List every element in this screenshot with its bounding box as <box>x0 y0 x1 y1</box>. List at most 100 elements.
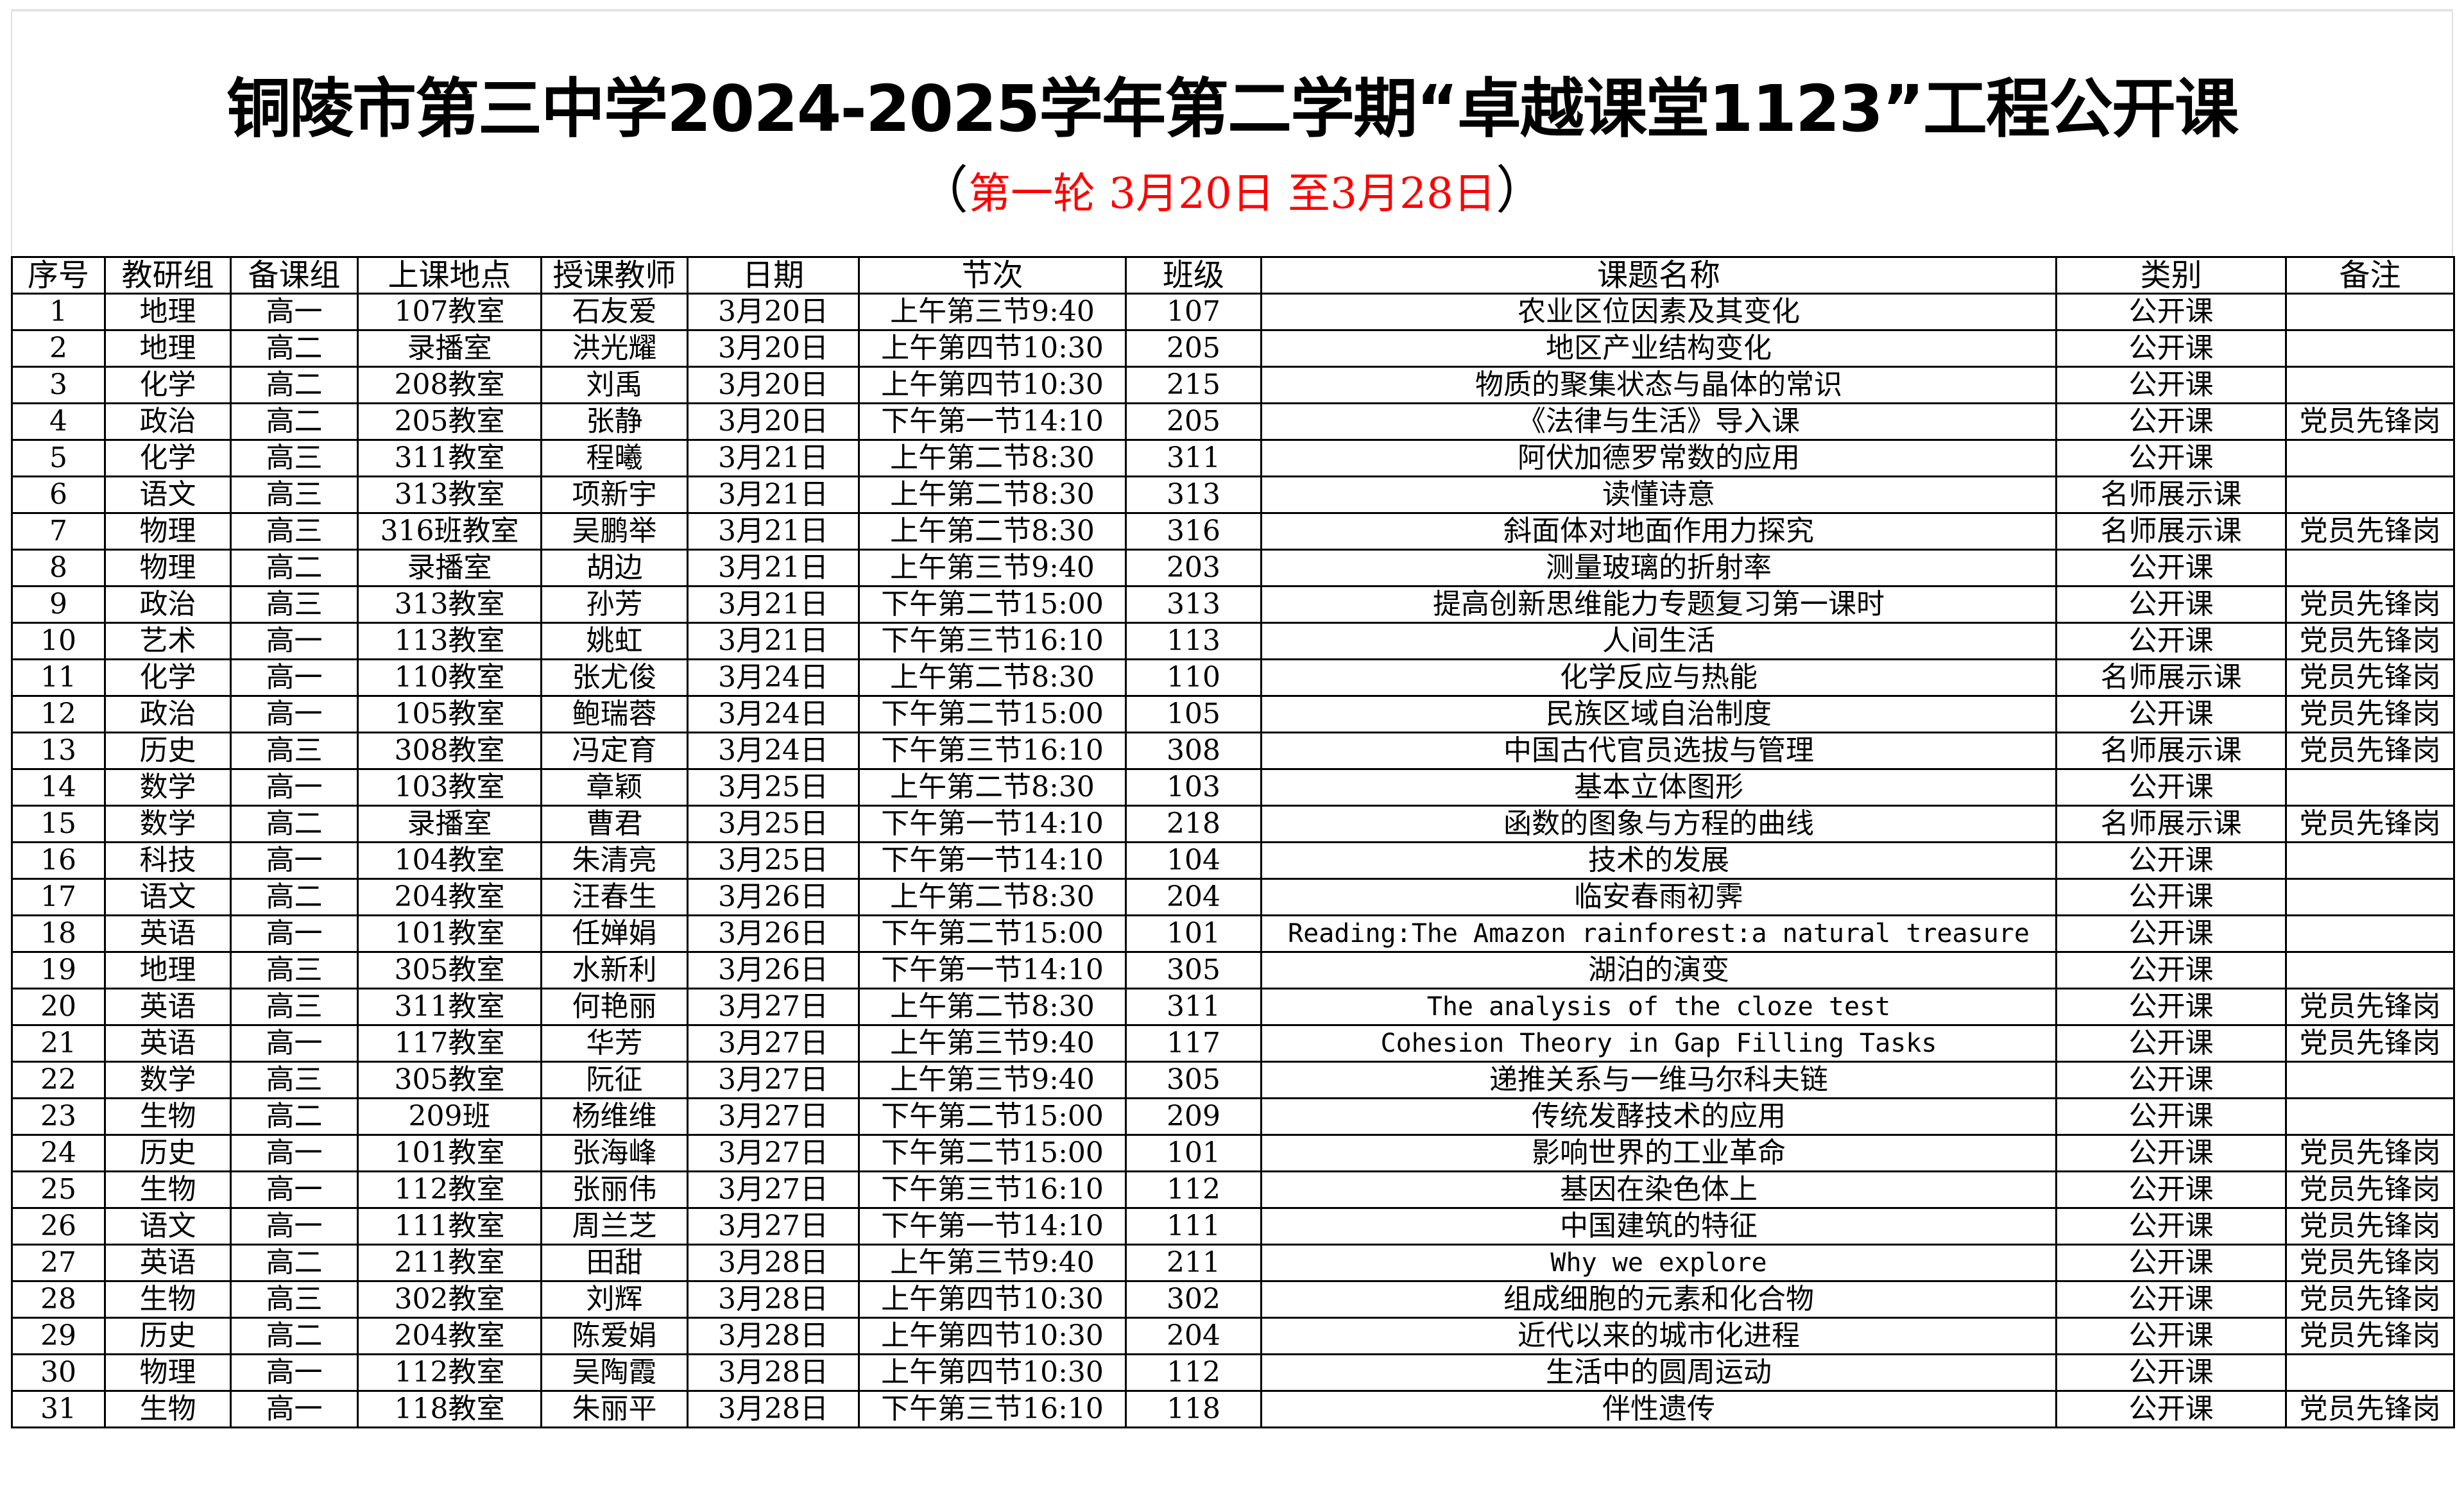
cell-period: 下午第二节15:00 <box>858 914 1127 953</box>
cell-department: 生物 <box>104 1280 232 1319</box>
cell-topic: 组成细胞的元素和化合物 <box>1260 1280 2057 1319</box>
cell-period: 上午第三节9:40 <box>858 1061 1127 1099</box>
cell-remark: 党员先锋岗 <box>2285 695 2455 733</box>
cell-location: 107教室 <box>357 293 542 331</box>
cell-index: 9 <box>11 585 106 624</box>
cell-topic: 中国建筑的特征 <box>1260 1207 2057 1246</box>
cell-location: 101教室 <box>357 914 542 953</box>
cell-grade-group: 高三 <box>230 951 359 989</box>
cell-index: 10 <box>11 622 106 660</box>
table-row: 30 物理 高一 112教室 吴陶霞 3月28日 上午第四节10:30 112 生活中的圆周运动… <box>11 1353 2455 1392</box>
cell-class: 107 <box>1125 293 1262 331</box>
cell-department: 英语 <box>104 988 232 1026</box>
cell-grade-group: 高三 <box>230 1280 359 1319</box>
cell-class: 308 <box>1125 732 1262 770</box>
cell-topic: 农业区位因素及其变化 <box>1260 293 2057 331</box>
cell-index: 12 <box>11 695 106 733</box>
cell-period: 上午第三节9:40 <box>858 1024 1127 1063</box>
cell-index: 5 <box>11 439 106 477</box>
cell-teacher: 吴鹏举 <box>540 512 689 551</box>
table-header-row: 序号 教研组 备课组 上课地点 授课教师 日期 节次 班级 课题名称 类别 备注 <box>11 256 2455 295</box>
cell-department: 地理 <box>104 951 232 989</box>
cell-topic: 传统发酵技术的应用 <box>1260 1097 2057 1136</box>
cell-category: 公开课 <box>2055 988 2287 1026</box>
cell-topic: 湖泊的演变 <box>1260 951 2057 989</box>
cell-remark <box>2285 1353 2455 1392</box>
cell-date: 3月21日 <box>687 549 860 587</box>
table-row: 14 数学 高一 103教室 章颖 3月25日 上午第二节8:30 103 基本立体图形 公开课 <box>11 768 2455 807</box>
cell-teacher: 张尤俊 <box>540 658 689 697</box>
cell-category: 公开课 <box>2055 1280 2287 1319</box>
column-header-remark: 备注 <box>2285 256 2455 295</box>
cell-period: 下午第三节16:10 <box>858 622 1127 660</box>
cell-class: 101 <box>1125 1134 1262 1172</box>
table-row: 4 政治 高二 205教室 张静 3月20日 下午第一节14:10 205 《法律与生活》导入课… <box>11 402 2455 441</box>
cell-grade-group: 高二 <box>230 549 359 587</box>
cell-date: 3月27日 <box>687 1061 860 1099</box>
cell-grade-group: 高二 <box>230 329 359 368</box>
cell-date: 3月27日 <box>687 1207 860 1246</box>
cell-location: 118教室 <box>357 1390 542 1428</box>
cell-category: 公开课 <box>2055 1134 2287 1172</box>
cell-date: 3月20日 <box>687 329 860 368</box>
cell-teacher: 朱丽平 <box>540 1390 689 1428</box>
cell-remark <box>2285 1097 2455 1136</box>
cell-topic: 影响世界的工业革命 <box>1260 1134 2057 1172</box>
cell-category: 公开课 <box>2055 1317 2287 1355</box>
cell-remark: 党员先锋岗 <box>2285 732 2455 770</box>
cell-department: 地理 <box>104 293 232 331</box>
cell-date: 3月20日 <box>687 366 860 404</box>
column-header-date: 日期 <box>687 256 860 295</box>
cell-category: 公开课 <box>2055 695 2287 733</box>
cell-grade-group: 高二 <box>230 1244 359 1282</box>
cell-period: 上午第二节8:30 <box>858 878 1127 916</box>
cell-class: 311 <box>1125 988 1262 1026</box>
cell-topic: 人间生活 <box>1260 622 2057 660</box>
cell-category: 公开课 <box>2055 768 2287 807</box>
cell-grade-group: 高一 <box>230 1353 359 1392</box>
cell-category: 公开课 <box>2055 439 2287 477</box>
cell-teacher: 孙芳 <box>540 585 689 624</box>
cell-topic: 阿伏加德罗常数的应用 <box>1260 439 2057 477</box>
cell-topic: 读懂诗意 <box>1260 475 2057 514</box>
cell-period: 下午第二节15:00 <box>858 1134 1127 1172</box>
cell-location: 录播室 <box>357 805 542 843</box>
cell-teacher: 项新宇 <box>540 475 689 514</box>
cell-category: 名师展示课 <box>2055 512 2287 551</box>
cell-index: 28 <box>11 1280 106 1319</box>
cell-location: 204教室 <box>357 1317 542 1355</box>
cell-class: 205 <box>1125 329 1262 368</box>
cell-class: 112 <box>1125 1353 1262 1392</box>
cell-date: 3月24日 <box>687 658 860 697</box>
cell-remark: 党员先锋岗 <box>2285 1317 2455 1355</box>
cell-index: 8 <box>11 549 106 587</box>
cell-department: 生物 <box>104 1097 232 1136</box>
cell-remark: 党员先锋岗 <box>2285 658 2455 697</box>
cell-teacher: 章颖 <box>540 768 689 807</box>
cell-date: 3月26日 <box>687 914 860 953</box>
cell-index: 21 <box>11 1024 106 1063</box>
cell-department: 历史 <box>104 1317 232 1355</box>
table-row: 28 生物 高三 302教室 刘辉 3月28日 上午第四节10:30 302 组成细胞的元素和化… <box>11 1280 2455 1319</box>
cell-department: 语文 <box>104 1207 232 1246</box>
cell-department: 语文 <box>104 878 232 916</box>
cell-teacher: 程曦 <box>540 439 689 477</box>
cell-remark: 党员先锋岗 <box>2285 1244 2455 1282</box>
cell-class: 204 <box>1125 1317 1262 1355</box>
cell-location: 101教室 <box>357 1134 542 1172</box>
cell-index: 22 <box>11 1061 106 1099</box>
cell-date: 3月21日 <box>687 585 860 624</box>
cell-remark: 党员先锋岗 <box>2285 1134 2455 1172</box>
cell-location: 113教室 <box>357 622 542 660</box>
cell-class: 112 <box>1125 1170 1262 1209</box>
cell-location: 110教室 <box>357 658 542 697</box>
cell-location: 104教室 <box>357 841 542 880</box>
cell-index: 19 <box>11 951 106 989</box>
cell-index: 26 <box>11 1207 106 1246</box>
cell-teacher: 任婵娟 <box>540 914 689 953</box>
cell-period: 上午第二节8:30 <box>858 658 1127 697</box>
cell-period: 上午第二节8:30 <box>858 439 1127 477</box>
table-row: 25 生物 高一 112教室 张丽伟 3月27日 下午第三节16:10 112 基因在染色体上公… <box>11 1170 2455 1209</box>
cell-department: 英语 <box>104 1024 232 1063</box>
cell-department: 化学 <box>104 658 232 697</box>
